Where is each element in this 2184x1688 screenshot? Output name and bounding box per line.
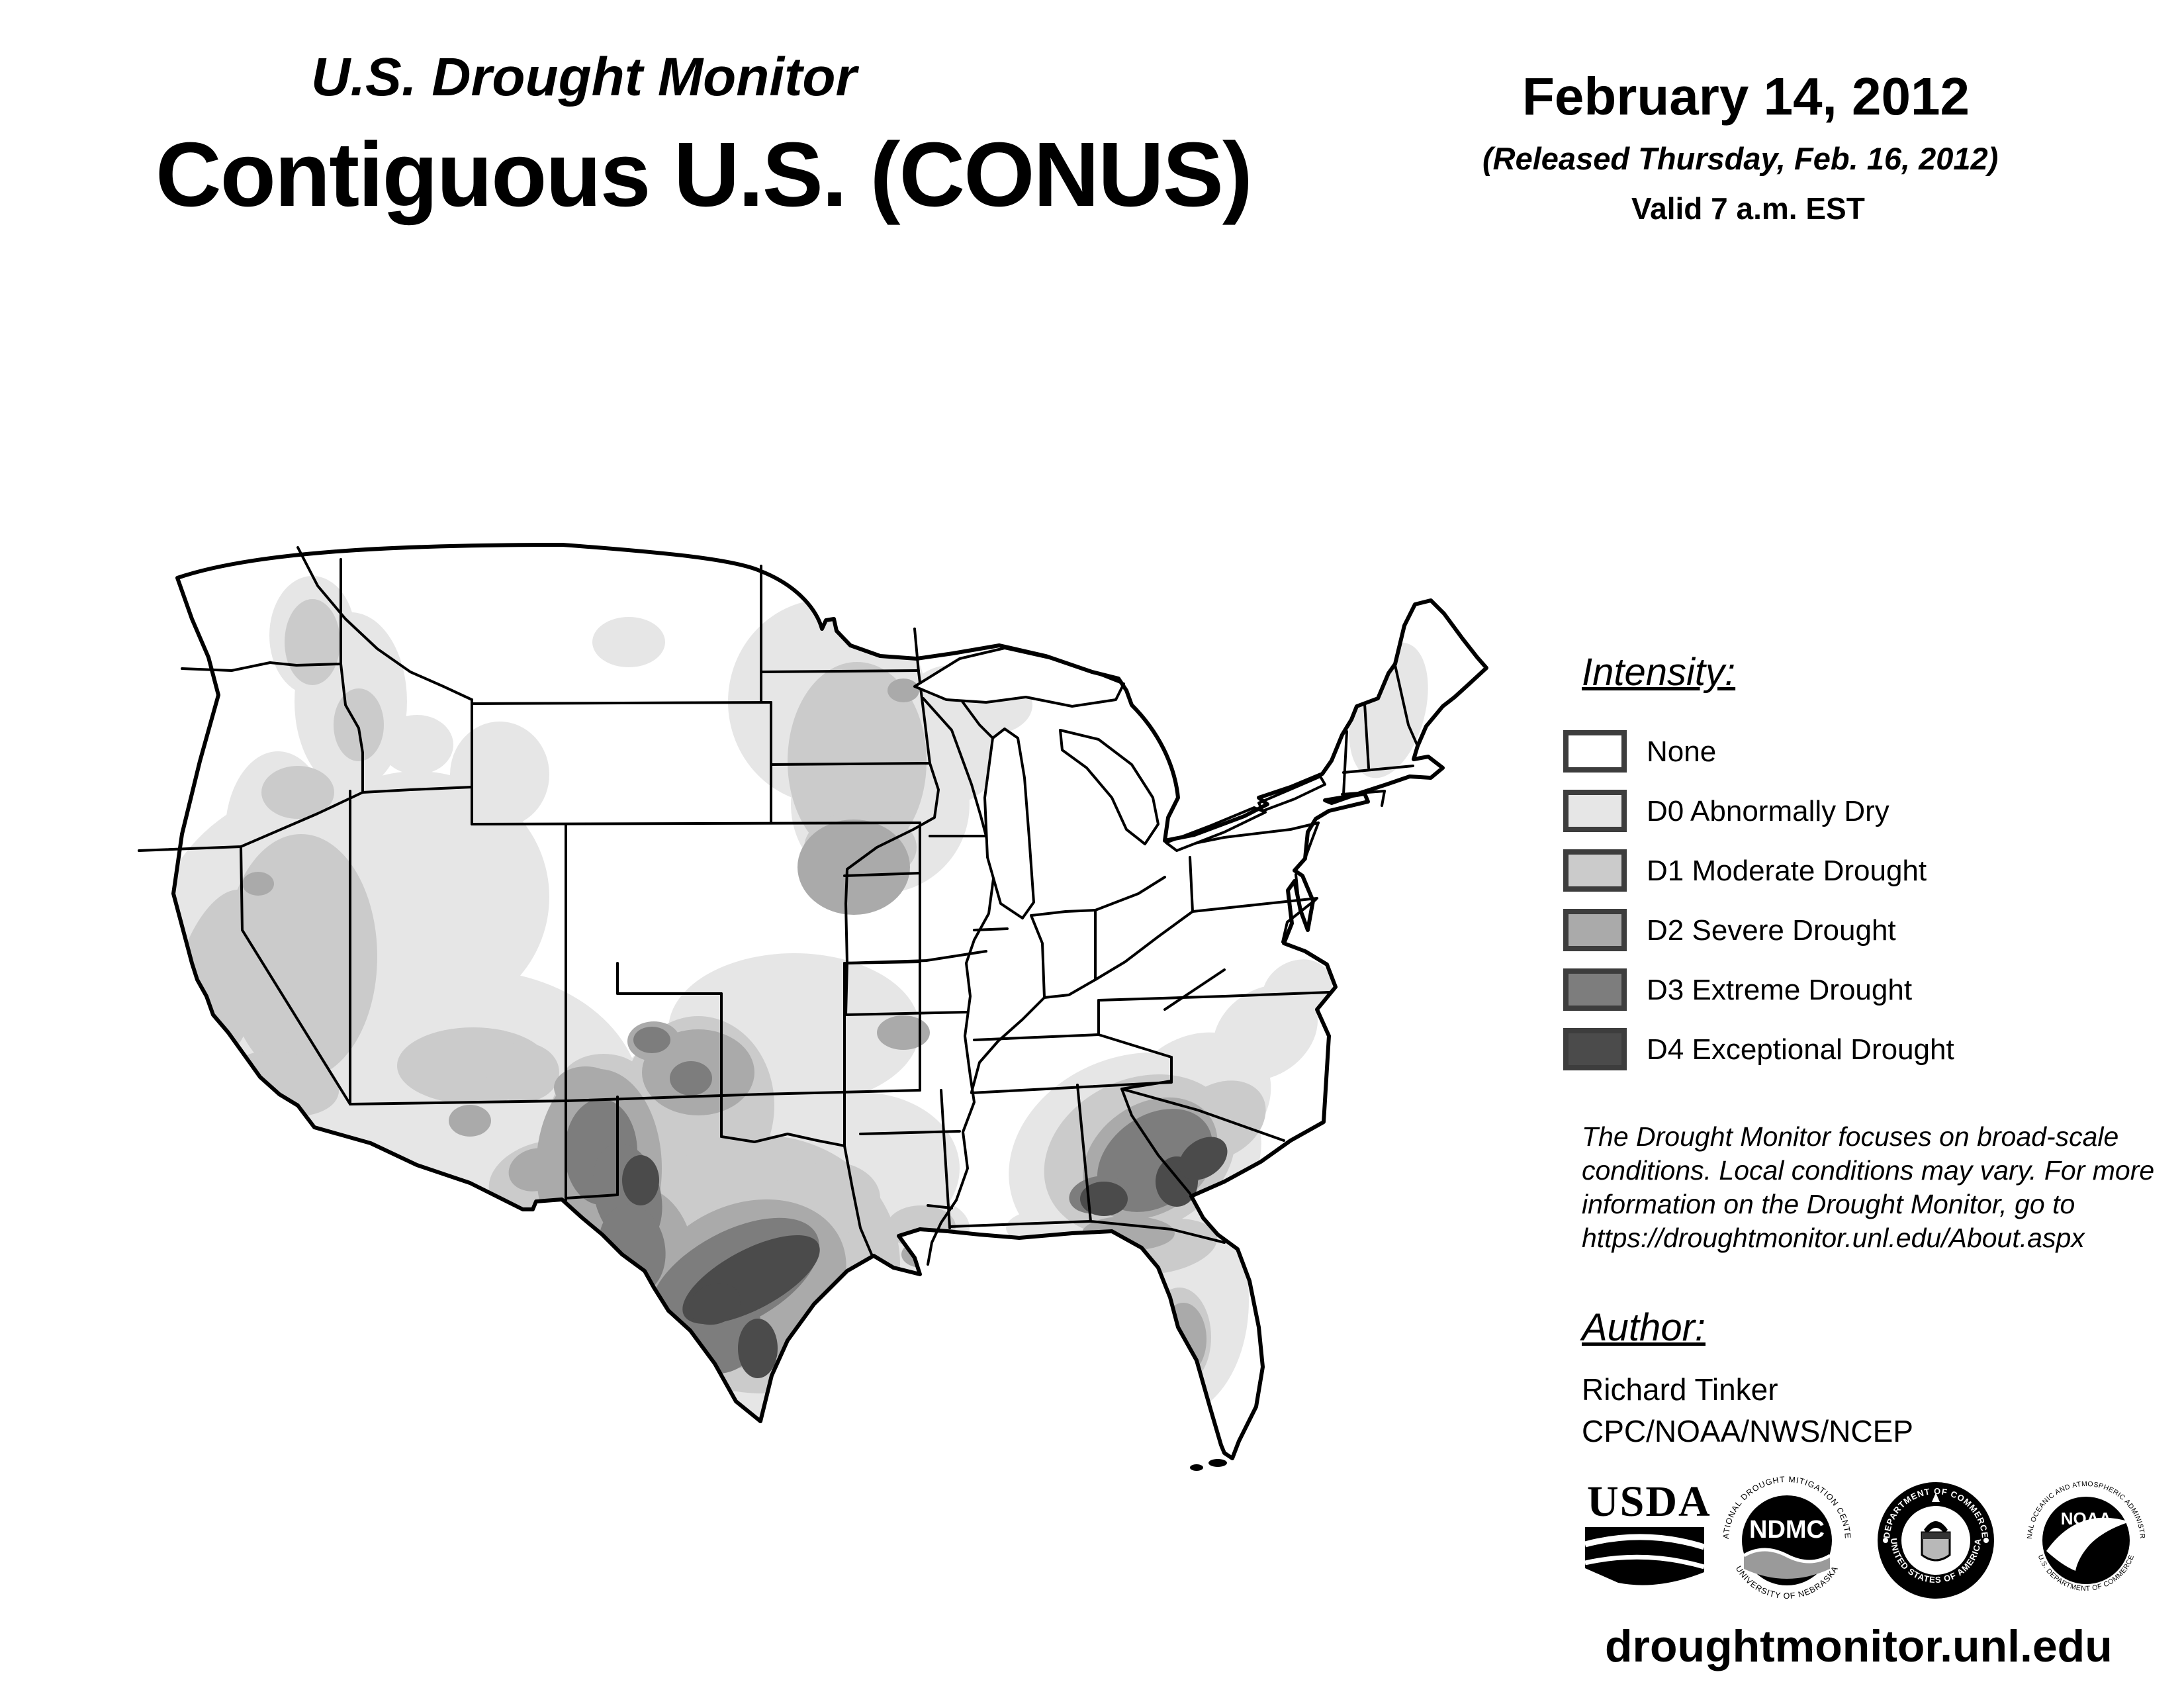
legend-label-none: None <box>1647 735 1717 768</box>
disclaimer-line-3: information on the Drought Monitor, go t… <box>1582 1189 2075 1219</box>
page-subtitle: Contiguous U.S. (CONUS) <box>156 124 1253 226</box>
author-heading: Author: <box>1582 1306 1706 1349</box>
legend-swatch-d1 <box>1563 849 1627 892</box>
page-title: U.S. Drought Monitor <box>311 47 857 107</box>
legend-label-d3: D3 Extreme Drought <box>1647 974 1913 1006</box>
legend-swatch-d4 <box>1563 1028 1627 1070</box>
legend-swatch-d2 <box>1563 909 1627 951</box>
conus-drought-map <box>138 506 1509 1471</box>
valid-time: Valid 7 a.m. EST <box>1631 191 1865 226</box>
disclaimer: The Drought Monitor focuses on broad-sca… <box>1582 1120 2154 1255</box>
website-url: droughtmonitor.unl.edu <box>1605 1621 2113 1671</box>
disclaimer-line-4: https://droughtmonitor.unl.edu/About.asp… <box>1582 1223 2085 1253</box>
noaa-wordmark: NOAA <box>2061 1509 2112 1528</box>
great-lakes <box>913 647 1326 919</box>
commerce-seal-logo: DEPARTMENT OF COMMERCE UNITED STATES OF … <box>1878 1482 1994 1599</box>
legend-label-d4: D4 Exceptional Drought <box>1647 1033 1954 1066</box>
agency-logos: USDA NDMC NATIONAL DROUGHT MITIGATION CE… <box>1575 1466 2146 1601</box>
disclaimer-line-1: The Drought Monitor focuses on broad-sca… <box>1582 1121 2119 1152</box>
legend-heading: Intensity: <box>1582 651 1736 694</box>
author-name: Richard Tinker <box>1582 1372 1778 1407</box>
drought-shading-layer <box>173 576 1430 1427</box>
usda-wordmark: USDA <box>1587 1477 1711 1526</box>
release-date: (Released Thursday, Feb. 16, 2012) <box>1482 141 1999 176</box>
usda-logo: USDA <box>1584 1477 1711 1585</box>
ndmc-wordmark: NDMC <box>1749 1516 1825 1544</box>
florida-keys <box>1190 1459 1227 1471</box>
author-org: CPC/NOAA/NWS/NCEP <box>1582 1414 1913 1448</box>
state-borders <box>138 546 1419 1266</box>
legend-label-d0: D0 Abnormally Dry <box>1647 795 1889 827</box>
d4-exceptional-drought-areas <box>622 1137 1228 1378</box>
legend-swatch-d0 <box>1563 790 1627 832</box>
disclaimer-line-2: conditions. Local conditions may vary. F… <box>1582 1155 2155 1186</box>
legend-swatch-d3 <box>1563 968 1627 1011</box>
legend-label-d1: D1 Moderate Drought <box>1647 855 1927 887</box>
map-date: February 14, 2012 <box>1522 67 1970 126</box>
legend-label-d2: D2 Severe Drought <box>1647 914 1896 947</box>
legend-swatch-none <box>1563 730 1627 773</box>
